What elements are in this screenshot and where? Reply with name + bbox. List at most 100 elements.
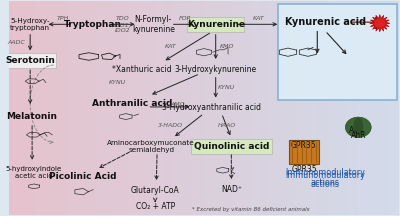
Bar <box>32 1 35 215</box>
Bar <box>77 1 81 215</box>
Bar <box>90 1 94 215</box>
Bar <box>338 1 341 215</box>
Text: Melatonin: Melatonin <box>7 112 58 121</box>
Bar <box>96 1 100 215</box>
Bar <box>262 1 266 215</box>
Bar <box>224 1 227 215</box>
Bar <box>119 1 123 215</box>
Bar <box>113 1 116 215</box>
Text: TPH: TPH <box>56 16 69 21</box>
Bar <box>217 1 221 215</box>
Bar <box>175 1 178 215</box>
Text: KYNU: KYNU <box>218 85 235 90</box>
Text: 3-Hydroxykynurenine: 3-Hydroxykynurenine <box>175 65 257 74</box>
Bar <box>324 1 328 215</box>
Bar <box>84 1 87 215</box>
Bar <box>80 1 84 215</box>
Text: AhR: AhR <box>348 126 364 135</box>
Bar <box>116 1 120 215</box>
Text: HAAO: HAAO <box>218 123 236 128</box>
Text: GPR35: GPR35 <box>291 165 317 174</box>
Bar <box>276 1 279 215</box>
Text: IDO1,
IDO2: IDO1, IDO2 <box>114 22 132 33</box>
Text: FOR: FOR <box>179 16 192 21</box>
FancyBboxPatch shape <box>187 17 244 32</box>
Bar <box>373 1 377 215</box>
Bar <box>220 1 224 215</box>
Bar <box>67 1 71 215</box>
Bar <box>162 1 165 215</box>
Bar <box>318 1 322 215</box>
Bar <box>354 1 357 215</box>
Text: Quinolinic acid: Quinolinic acid <box>194 142 269 151</box>
Bar <box>18 1 22 215</box>
Bar <box>367 1 370 215</box>
Text: CO₂ + ATP: CO₂ + ATP <box>136 202 175 211</box>
Bar <box>198 1 201 215</box>
Polygon shape <box>370 15 390 32</box>
Bar <box>308 1 312 215</box>
Ellipse shape <box>345 117 371 138</box>
Bar <box>74 1 78 215</box>
Bar <box>360 1 364 215</box>
Bar <box>347 1 351 215</box>
Text: *Xanthuric acid: *Xanthuric acid <box>112 65 171 74</box>
Text: KMO: KMO <box>220 44 235 49</box>
Bar <box>269 1 273 215</box>
Bar <box>28 1 32 215</box>
Bar <box>331 1 334 215</box>
Bar <box>25 1 28 215</box>
Bar <box>357 1 361 215</box>
Bar <box>58 1 61 215</box>
Bar <box>139 1 142 215</box>
Text: N-Formyl-
kynurenine: N-Formyl- kynurenine <box>132 15 175 34</box>
Bar <box>383 1 387 215</box>
Bar <box>227 1 230 215</box>
Bar <box>328 1 331 215</box>
Bar <box>253 1 256 215</box>
Bar <box>393 1 396 215</box>
Bar <box>282 1 286 215</box>
Bar <box>259 1 263 215</box>
Bar <box>305 1 308 215</box>
Bar <box>298 1 302 215</box>
Bar <box>376 1 380 215</box>
Bar <box>172 1 175 215</box>
Text: KYNU: KYNU <box>109 80 126 85</box>
Text: * Excreted by vitamin B6 deficient animals: * Excreted by vitamin B6 deficient anima… <box>192 207 310 213</box>
Bar <box>256 1 260 215</box>
Bar <box>233 1 237 215</box>
Bar <box>243 1 247 215</box>
Bar <box>396 1 400 215</box>
FancyBboxPatch shape <box>4 53 56 68</box>
Text: GPR35: GPR35 <box>291 141 316 150</box>
Bar <box>178 1 182 215</box>
Text: Tryptophan: Tryptophan <box>64 20 122 29</box>
Bar <box>295 1 299 215</box>
Bar <box>136 1 139 215</box>
Text: Kynurenine: Kynurenine <box>187 20 245 29</box>
Bar <box>184 1 188 215</box>
Bar <box>390 1 393 215</box>
Text: NAD⁺: NAD⁺ <box>221 185 242 194</box>
Bar <box>188 1 191 215</box>
Bar <box>110 1 113 215</box>
Text: TDO: TDO <box>116 16 130 21</box>
Bar <box>12 1 16 215</box>
Bar <box>87 1 90 215</box>
Bar <box>194 1 198 215</box>
Bar <box>132 1 136 215</box>
Bar <box>279 1 282 215</box>
Bar <box>165 1 168 215</box>
Bar <box>142 1 146 215</box>
Bar <box>35 1 38 215</box>
Bar <box>292 1 296 215</box>
Bar <box>158 1 162 215</box>
Bar <box>9 1 12 215</box>
Text: 5-Hydroxy-
tryptophan: 5-Hydroxy- tryptophan <box>10 18 50 30</box>
Bar <box>106 1 110 215</box>
Bar <box>364 1 367 215</box>
Bar <box>350 1 354 215</box>
Bar <box>344 1 348 215</box>
Bar <box>15 1 19 215</box>
